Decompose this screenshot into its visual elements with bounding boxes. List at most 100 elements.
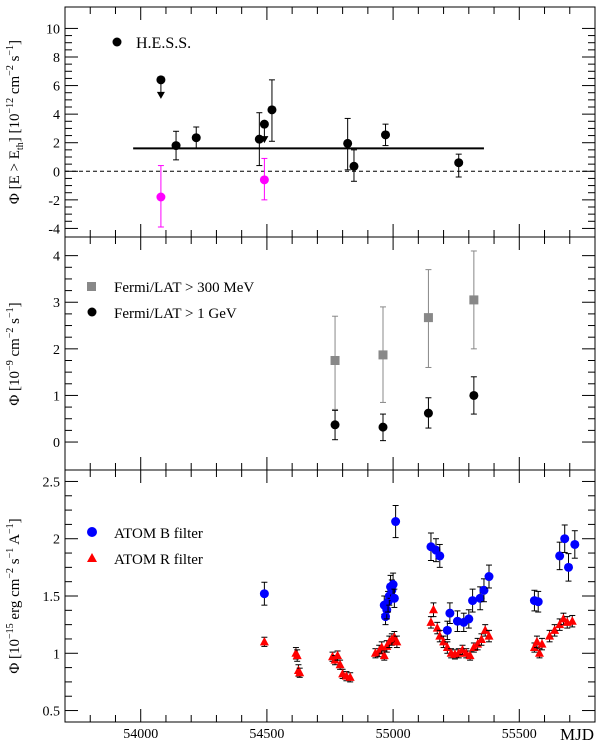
data-point xyxy=(435,551,445,561)
legend-hess-label: H.E.S.S. xyxy=(136,35,191,52)
data-point xyxy=(476,634,486,644)
data-point xyxy=(432,623,442,632)
fermi-panel-frame xyxy=(64,236,596,471)
y-tick-label: 2 xyxy=(53,137,60,152)
y-tick-label: 2.5 xyxy=(43,475,61,490)
data-point xyxy=(330,420,340,430)
data-point xyxy=(426,617,436,626)
y-tick-label: 10 xyxy=(46,22,60,37)
hess-flux-panel: -4 -2 0 2 4 6 8 10 H.E.S.S. Φ [E > Eth] [10−12 … xyxy=(5,6,596,238)
data-point xyxy=(423,408,433,418)
data-point xyxy=(292,650,302,660)
data-point xyxy=(382,605,392,615)
data-point xyxy=(343,138,353,148)
data-point xyxy=(555,551,565,561)
data-point xyxy=(454,158,464,168)
y-tick-label: 6 xyxy=(53,80,60,95)
data-point xyxy=(555,619,565,629)
y-tick-label: 0 xyxy=(53,165,60,180)
data-point xyxy=(330,655,340,664)
data-point xyxy=(381,130,391,140)
data-point xyxy=(570,539,580,549)
data-point xyxy=(267,105,277,115)
y-tick-label: -2 xyxy=(48,194,60,209)
fermi-ylabel: Φ [10−9 cm−2 s−1] xyxy=(5,302,23,405)
data-point xyxy=(378,422,388,432)
data-point xyxy=(469,390,479,400)
data-point xyxy=(479,585,489,595)
y-tick-label: 4 xyxy=(53,250,60,265)
atom-panel-frame xyxy=(64,469,596,723)
data-point xyxy=(191,133,201,143)
fermi-flux-panel: 0 1 2 3 4 Fermi/LAT > 300 MeV Fermi/LAT > 1 … xyxy=(5,236,596,471)
data-point xyxy=(480,625,490,634)
data-point xyxy=(388,580,398,590)
y-tick-label: -4 xyxy=(48,222,60,237)
legend-fermi300-marker xyxy=(87,282,96,291)
y-tick-label: 1 xyxy=(53,647,60,662)
x-tick-label: 55500 xyxy=(502,727,537,742)
data-point xyxy=(550,625,560,634)
data-point xyxy=(475,593,485,603)
data-point xyxy=(259,175,269,185)
data-point xyxy=(259,636,269,646)
y-tick-label: 1.5 xyxy=(43,590,61,605)
data-point xyxy=(330,355,340,365)
data-point xyxy=(391,517,401,527)
data-point xyxy=(442,625,452,635)
y-tick-label: 2 xyxy=(53,533,60,548)
atom-flux-panel: 0.511.522.5 ATOM B filter ATOM R filter … xyxy=(5,469,596,742)
data-point xyxy=(378,350,388,360)
data-point xyxy=(534,648,544,657)
x-tick-label: 54500 xyxy=(249,727,284,742)
data-point xyxy=(445,608,455,618)
upper-limit-point xyxy=(259,119,269,129)
y-tick-label: 0 xyxy=(53,436,60,451)
data-point xyxy=(295,667,305,677)
y-tick-label: 3 xyxy=(53,296,60,311)
data-point xyxy=(370,648,380,657)
x-axis-label: MJD xyxy=(560,725,594,742)
data-point xyxy=(349,161,359,171)
data-point xyxy=(465,650,475,660)
data-point xyxy=(392,636,402,646)
data-point xyxy=(537,639,547,648)
data-point xyxy=(484,631,494,640)
data-point xyxy=(389,593,399,603)
data-point xyxy=(335,659,345,669)
data-point xyxy=(484,572,494,582)
y-tick-label: 4 xyxy=(53,108,60,123)
data-point xyxy=(533,597,543,607)
legend-hess-marker xyxy=(112,37,122,47)
hess-ylabel: Φ [E > Eth] [10−12 cm−2 s−1] xyxy=(5,40,26,204)
y-tick-label: 0.5 xyxy=(43,705,61,720)
data-point xyxy=(468,596,478,606)
upper-limit-point xyxy=(156,75,166,85)
data-point xyxy=(567,616,577,625)
data-point xyxy=(333,650,343,660)
atom-ylabel: Φ [10−15 erg cm−2 s−1 A−1] xyxy=(5,518,23,673)
x-tick-label: 55000 xyxy=(376,727,411,742)
data-point xyxy=(156,192,166,202)
data-point xyxy=(435,631,445,640)
data-point xyxy=(560,534,570,544)
legend-fermi1gev-label: Fermi/LAT > 1 GeV xyxy=(114,306,237,322)
legend-fermi1gev-marker xyxy=(87,307,97,317)
upper-limit-arrow xyxy=(156,91,165,99)
data-point xyxy=(545,631,555,640)
upper-limit-arrow xyxy=(260,136,269,144)
data-point xyxy=(259,589,269,599)
data-point xyxy=(428,604,438,614)
data-point xyxy=(345,672,355,681)
data-point xyxy=(439,636,449,646)
y-tick-label: 8 xyxy=(53,51,60,66)
data-point xyxy=(464,614,474,624)
legend-atom-b-label: ATOM B filter xyxy=(114,526,203,542)
legend-fermi300-label: Fermi/LAT > 300 MeV xyxy=(114,280,254,296)
legend-atom-r-marker xyxy=(87,553,97,562)
legend-atom-r-label: ATOM R filter xyxy=(114,552,203,568)
data-point xyxy=(564,562,573,572)
legend-atom-b-marker xyxy=(87,527,97,537)
x-tick-label: 54000 xyxy=(123,727,158,742)
